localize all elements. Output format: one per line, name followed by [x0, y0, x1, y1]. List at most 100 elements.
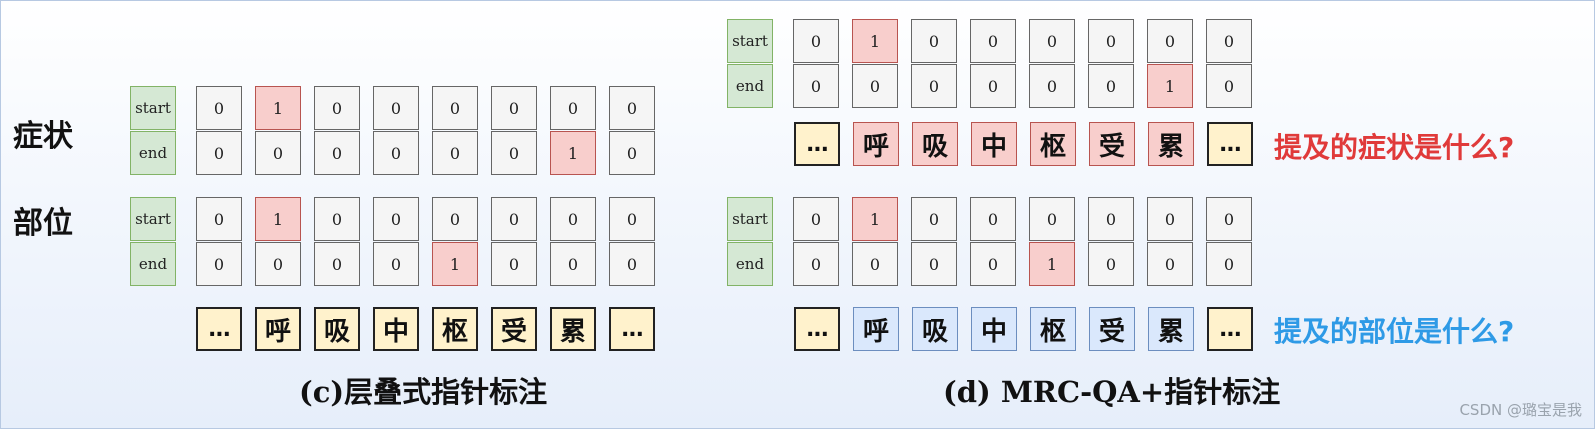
token-box: 中	[971, 122, 1017, 166]
end-cell: 0	[1088, 242, 1134, 286]
start-cell: 0	[1029, 197, 1075, 241]
start-cell: 0	[1206, 197, 1252, 241]
end-cell: 0	[793, 64, 839, 108]
token-box: 受	[1089, 307, 1135, 351]
token-box: 呼	[853, 307, 899, 351]
token-box: ...	[794, 307, 840, 351]
end-cell: 0	[1206, 64, 1252, 108]
end-cell: 0	[373, 242, 419, 286]
token-box: ...	[1207, 122, 1253, 166]
start-cell: 0	[911, 19, 957, 63]
start-cell: 0	[550, 86, 596, 130]
start-cell: 0	[970, 19, 1016, 63]
start-cell: 0	[432, 197, 478, 241]
row-label-symptom: 症状	[13, 119, 73, 154]
start-cell: 1	[852, 19, 898, 63]
end-cell: 0	[314, 242, 360, 286]
tag-start: start	[130, 197, 176, 241]
token-box: 枢	[432, 307, 478, 351]
start-cell: 0	[373, 197, 419, 241]
start-cell: 0	[432, 86, 478, 130]
end-cell: 0	[196, 242, 242, 286]
tag-end: end	[130, 131, 176, 175]
tag-start: start	[130, 86, 176, 130]
watermark: CSDN @璐宝是我	[1459, 401, 1582, 419]
token-box: 枢	[1030, 122, 1076, 166]
start-cell: 0	[1088, 197, 1134, 241]
question-location: 提及的部位是什么?	[1274, 315, 1515, 348]
token-box: 累	[1148, 307, 1194, 351]
token-box: ...	[794, 122, 840, 166]
start-cell: 0	[1206, 19, 1252, 63]
end-cell: 0	[491, 242, 537, 286]
end-cell: 0	[1088, 64, 1134, 108]
start-cell: 0	[491, 197, 537, 241]
end-cell: 0	[852, 242, 898, 286]
start-cell: 0	[314, 197, 360, 241]
token-box: 受	[491, 307, 537, 351]
row-label-location: 部位	[13, 206, 73, 241]
end-cell: 0	[911, 242, 957, 286]
token-box: 呼	[853, 122, 899, 166]
start-cell: 0	[373, 86, 419, 130]
start-cell: 0	[970, 197, 1016, 241]
start-cell: 0	[550, 197, 596, 241]
start-cell: 0	[793, 19, 839, 63]
end-cell: 0	[1029, 64, 1075, 108]
question-symptom: 提及的症状是什么?	[1274, 131, 1515, 164]
token-box: 中	[373, 307, 419, 351]
end-cell: 0	[314, 131, 360, 175]
start-cell: 0	[609, 86, 655, 130]
start-cell: 0	[314, 86, 360, 130]
token-box: 枢	[1030, 307, 1076, 351]
start-cell: 0	[196, 86, 242, 130]
start-cell: 1	[255, 197, 301, 241]
token-box: ...	[196, 307, 242, 351]
token-box: ...	[609, 307, 655, 351]
tag-end: end	[130, 242, 176, 286]
caption-c: (c)层叠式指针标注	[299, 375, 548, 409]
end-cell: 0	[550, 242, 596, 286]
start-cell: 0	[1088, 19, 1134, 63]
end-cell: 0	[196, 131, 242, 175]
end-cell: 1	[432, 242, 478, 286]
end-cell: 0	[793, 242, 839, 286]
end-cell: 0	[491, 131, 537, 175]
token-box: 吸	[912, 307, 958, 351]
token-box: 吸	[314, 307, 360, 351]
tag-start: start	[727, 19, 773, 63]
end-cell: 0	[373, 131, 419, 175]
tag-start: start	[727, 197, 773, 241]
token-box: 受	[1089, 122, 1135, 166]
start-cell: 0	[491, 86, 537, 130]
start-cell: 0	[1147, 197, 1193, 241]
start-cell: 1	[852, 197, 898, 241]
end-cell: 0	[432, 131, 478, 175]
end-cell: 0	[1147, 242, 1193, 286]
end-cell: 0	[911, 64, 957, 108]
end-cell: 1	[1029, 242, 1075, 286]
token-box: 累	[1148, 122, 1194, 166]
end-cell: 0	[970, 64, 1016, 108]
start-cell: 0	[196, 197, 242, 241]
end-cell: 1	[550, 131, 596, 175]
token-box: 吸	[912, 122, 958, 166]
end-cell: 0	[1206, 242, 1252, 286]
end-cell: 0	[609, 242, 655, 286]
token-box: ...	[1207, 307, 1253, 351]
token-box: 累	[550, 307, 596, 351]
start-cell: 0	[1029, 19, 1075, 63]
end-cell: 0	[255, 131, 301, 175]
tag-end: end	[727, 64, 773, 108]
end-cell: 0	[852, 64, 898, 108]
token-box: 中	[971, 307, 1017, 351]
start-cell: 0	[609, 197, 655, 241]
start-cell: 0	[793, 197, 839, 241]
start-cell: 0	[1147, 19, 1193, 63]
caption-d: (d) MRC-QA+指针标注	[943, 375, 1281, 409]
tag-end: end	[727, 242, 773, 286]
token-box: 呼	[255, 307, 301, 351]
start-cell: 0	[911, 197, 957, 241]
end-cell: 0	[970, 242, 1016, 286]
